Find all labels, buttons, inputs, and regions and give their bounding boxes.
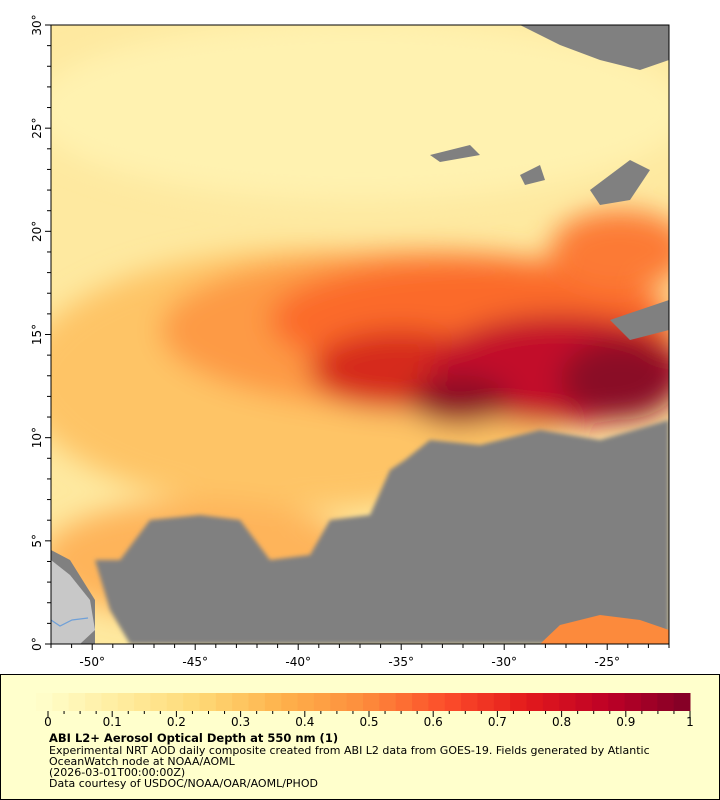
lat-label: 10° xyxy=(30,427,44,448)
legend-panel: 0 0.1 0.2 0.3 0.4 0.5 0.6 0.7 0.8 0.9 1 ABI L2+ Ae… xyxy=(0,674,720,800)
colorbar-label: 0.5 xyxy=(359,715,378,727)
colorbar-swatch xyxy=(591,693,609,711)
colorbar-label: 0.1 xyxy=(103,715,122,727)
legend-description-1: Experimental NRT AOD daily composite cre… xyxy=(49,744,650,757)
legend-title: ABI L2+ Aerosol Optical Depth at 550 nm … xyxy=(49,731,339,745)
legend-credit: Data courtesy of USDOC/NOAA/OAR/AOML/PHO… xyxy=(49,777,318,790)
colorbar-swatch xyxy=(68,693,86,711)
colorbar-label: 1 xyxy=(686,715,694,727)
colorbar-swatch xyxy=(281,693,299,711)
colorbar-swatch xyxy=(542,693,560,711)
colorbar-swatch xyxy=(640,693,658,711)
colorbar-swatch xyxy=(85,693,102,711)
legend-time: (2026-03-01T00:00:00Z) xyxy=(49,766,186,779)
colorbar-swatch xyxy=(117,693,135,711)
colorbar-label: 0.6 xyxy=(424,715,443,727)
colorbar: 0 0.1 0.2 0.3 0.4 0.5 0.6 0.7 0.8 0.9 1 xyxy=(36,693,694,727)
colorbar-swatch xyxy=(608,693,626,711)
colorbar-swatch xyxy=(297,693,315,711)
lon-label: -40° xyxy=(285,655,311,669)
latitude-labels: 0° 5° 10° 15° 20° 25° 30° xyxy=(30,14,44,650)
colorbar-swatch xyxy=(313,693,331,711)
colorbar-swatch xyxy=(657,693,675,711)
colorbar-swatch xyxy=(575,693,593,711)
lat-label: 5° xyxy=(30,534,44,548)
colorbar-label: 0.8 xyxy=(552,715,571,727)
colorbar-swatch xyxy=(183,693,200,711)
colorbar-swatch xyxy=(248,693,266,711)
lon-label: -30° xyxy=(491,655,517,669)
colorbar-swatch xyxy=(134,693,151,711)
colorbar-swatch xyxy=(510,693,527,711)
lat-label: 15° xyxy=(30,324,44,345)
colorbar-swatch xyxy=(461,693,478,711)
lat-label: 20° xyxy=(30,221,44,242)
colorbar-swatch xyxy=(101,693,119,711)
colorbar-label: 0.9 xyxy=(616,715,635,727)
lat-label: 25° xyxy=(30,118,44,139)
lat-label: 30° xyxy=(30,14,44,35)
colorbar-swatch xyxy=(330,693,348,711)
lon-label: -50° xyxy=(79,655,105,669)
colorbar-swatch xyxy=(526,693,544,711)
colorbar-swatch xyxy=(36,693,53,711)
colorbar-swatch xyxy=(346,693,364,711)
colorbar-swatch xyxy=(215,693,233,711)
colorbar-swatch xyxy=(379,693,397,711)
colorbar-swatch xyxy=(673,693,691,711)
colorbar-swatch xyxy=(444,693,462,711)
colorbar-label: 0 xyxy=(44,715,52,727)
colorbar-label: 0.2 xyxy=(167,715,186,727)
colorbar-swatch xyxy=(559,693,577,711)
colorbar-swatch xyxy=(477,693,495,711)
lat-label: 0° xyxy=(30,637,44,651)
legend-description-2: OceanWatch node at NOAA/AOML xyxy=(49,755,235,768)
axis-ticks xyxy=(45,24,670,650)
longitude-labels: -50° -45° -40° -35° -30° -25° xyxy=(79,655,620,669)
river xyxy=(51,617,89,627)
colorbar-label: 0.3 xyxy=(231,715,250,727)
colorbar-swatch xyxy=(395,693,413,711)
colorbar-swatch xyxy=(363,693,380,711)
colorbar-swatch xyxy=(199,693,217,711)
map-raster xyxy=(51,25,669,644)
colorbar-swatch xyxy=(428,693,446,711)
lon-label: -25° xyxy=(594,655,620,669)
colorbar-swatch xyxy=(166,693,184,711)
aod-map: -50° -45° -40° -35° -30° -25° 0° 5° 10° 15° 20° 25… xyxy=(30,14,670,669)
colorbar-swatch xyxy=(264,693,282,711)
colorbar-label: 0.7 xyxy=(488,715,507,727)
lon-label: -45° xyxy=(182,655,208,669)
colorbar-label: 0.4 xyxy=(295,715,314,727)
lon-label: -35° xyxy=(388,655,414,669)
colorbar-swatch xyxy=(232,693,250,711)
land-area xyxy=(51,560,95,644)
colorbar-swatch xyxy=(52,693,70,711)
colorbar-swatch xyxy=(624,693,642,711)
colorbar-swatch xyxy=(412,693,429,711)
colorbar-swatch xyxy=(493,693,511,711)
colorbar-swatch xyxy=(150,693,168,711)
data-patch-southeast xyxy=(540,615,669,644)
